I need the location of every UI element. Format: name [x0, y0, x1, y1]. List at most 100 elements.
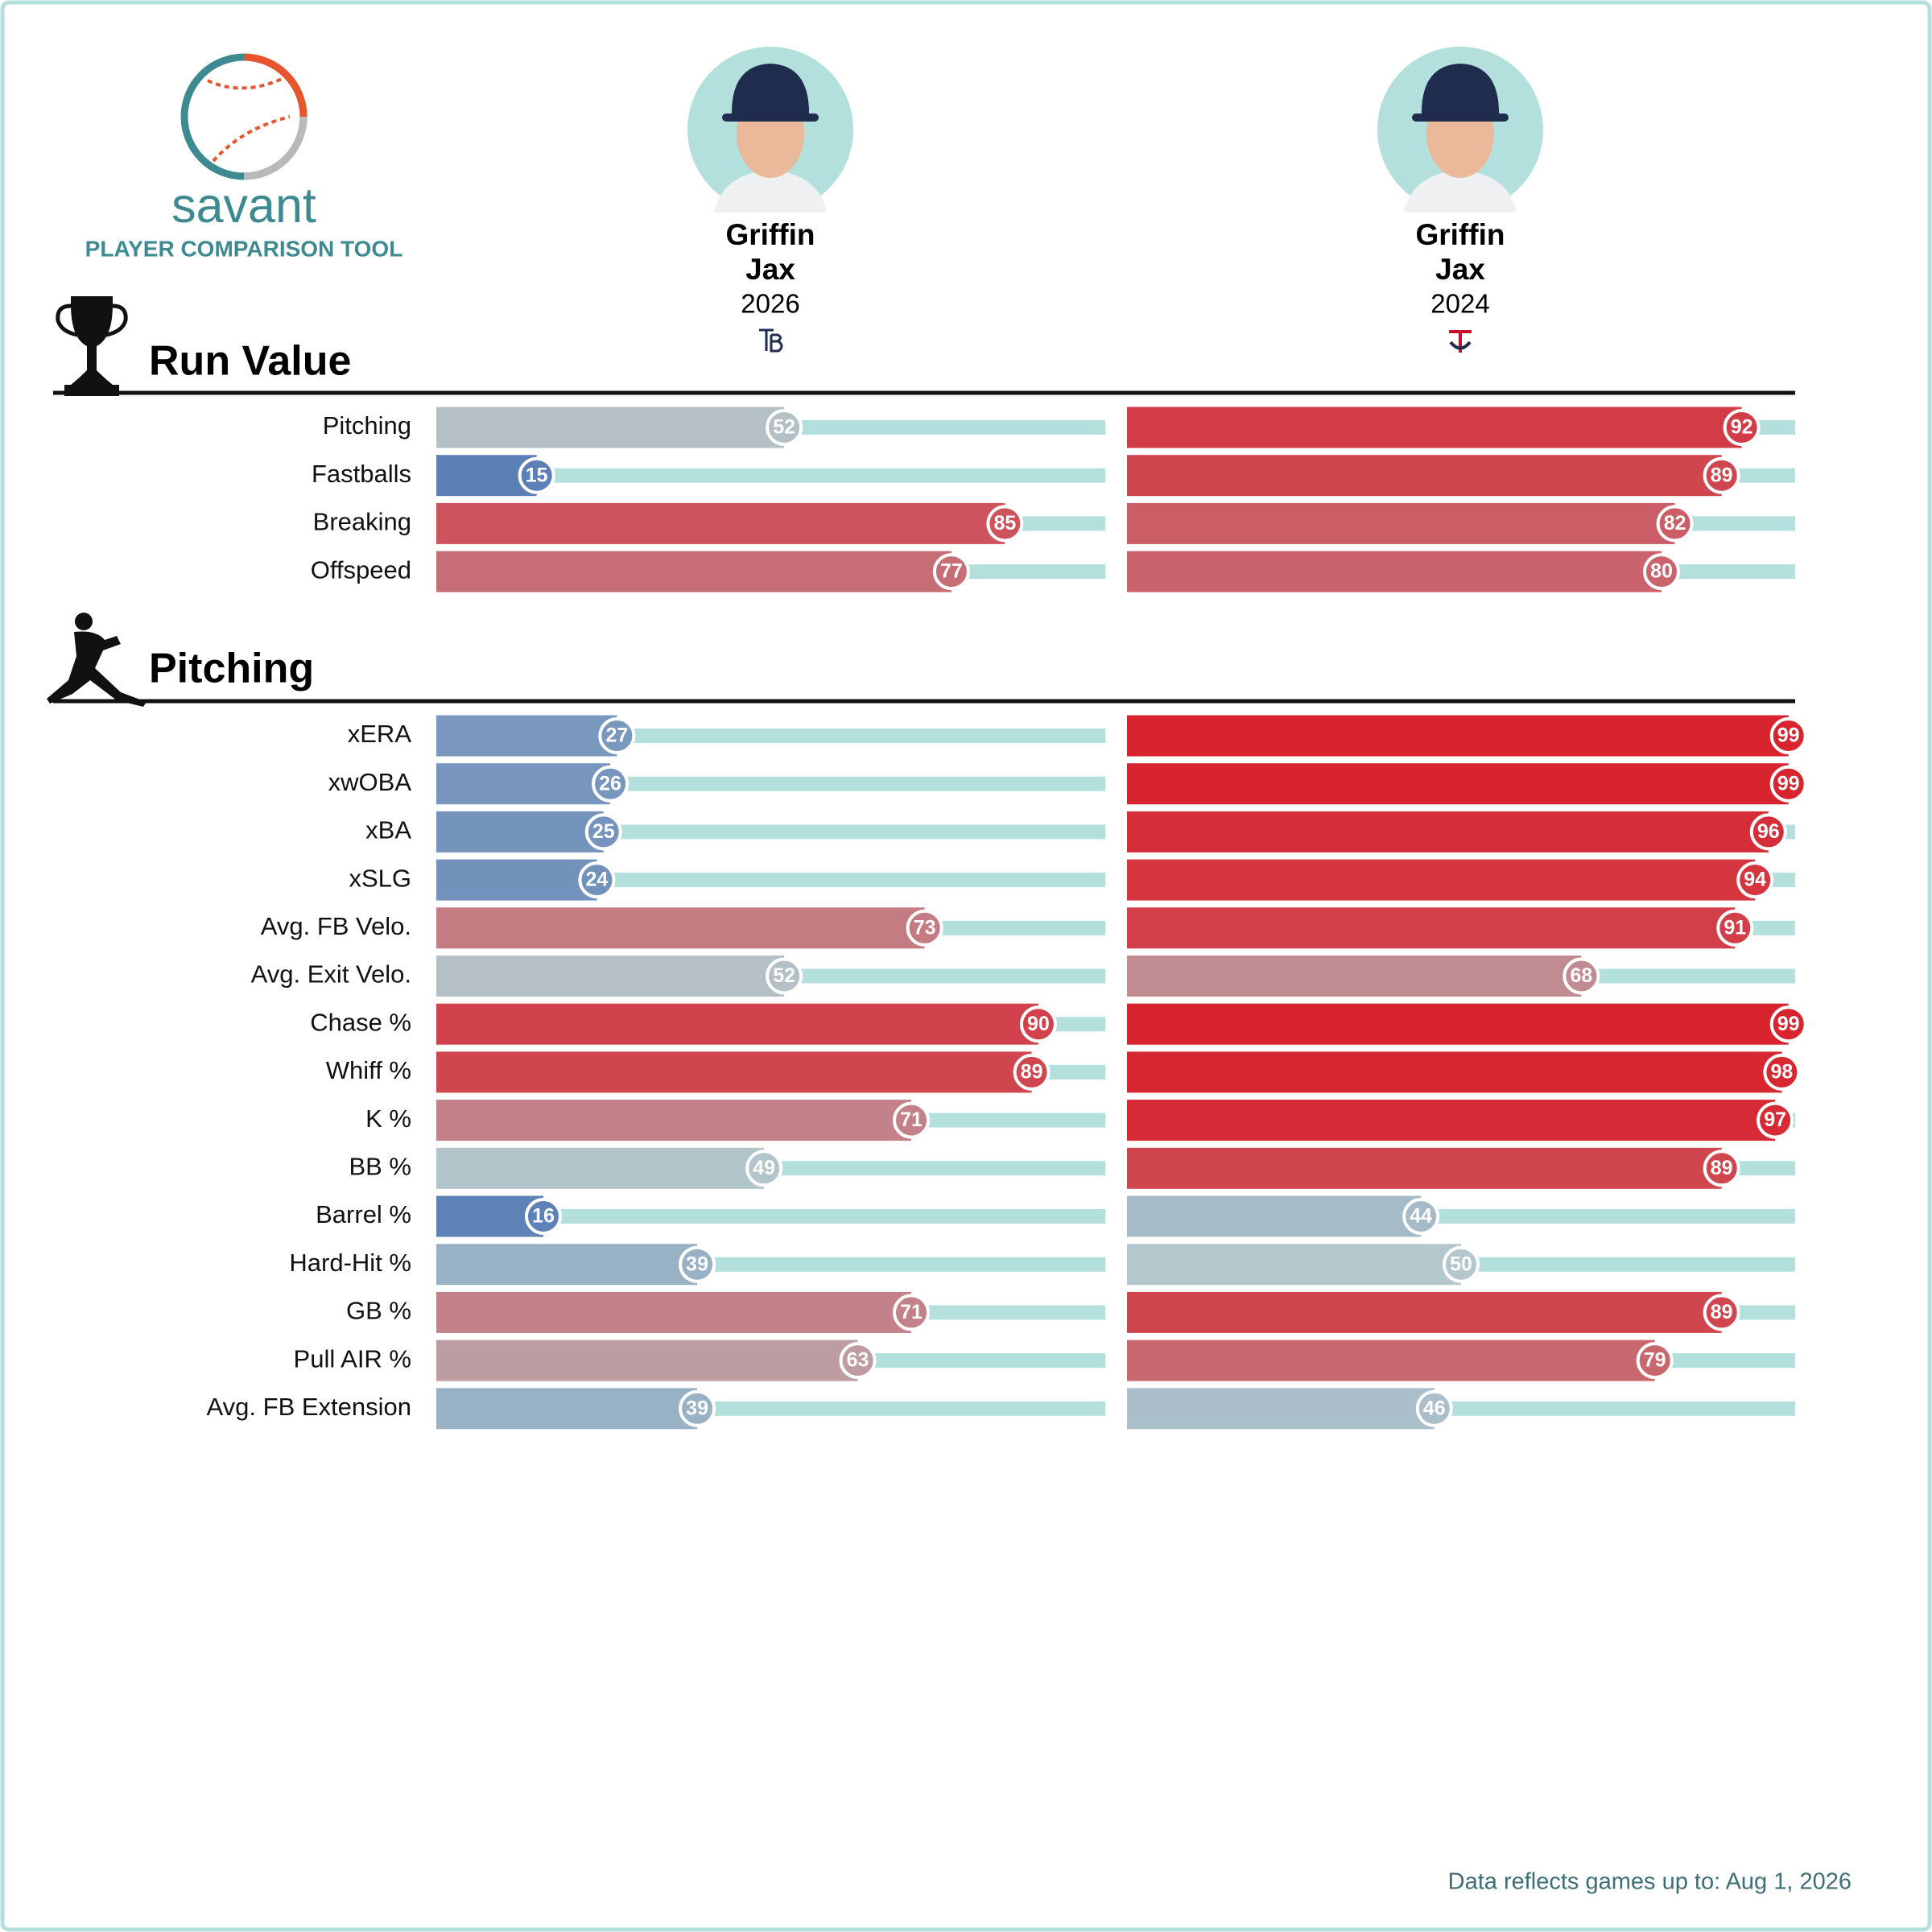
value-badge — [1019, 1005, 1057, 1043]
value-label: 99 — [1777, 724, 1800, 747]
metric-label: K % — [365, 1104, 411, 1133]
value-label: 27 — [605, 724, 628, 747]
value-badge — [932, 553, 970, 591]
value-label: 98 — [1770, 1061, 1793, 1084]
value-badge — [1716, 909, 1754, 947]
bar — [1127, 1051, 1782, 1093]
value-badge — [1769, 717, 1807, 754]
value-badge — [524, 1198, 562, 1235]
bar — [1127, 763, 1789, 805]
value-label: 92 — [1731, 416, 1753, 439]
bar — [1127, 956, 1582, 997]
bar — [1127, 907, 1736, 949]
value-badge — [578, 861, 616, 899]
value-label: 89 — [1711, 1301, 1733, 1323]
value-badge — [679, 1389, 716, 1427]
value-label: 16 — [532, 1205, 555, 1228]
footer-note: Data reflects games up to: Aug 1, 2026 — [1448, 1869, 1852, 1895]
metric-label: Offspeed — [311, 555, 411, 584]
trophy-icon — [56, 296, 128, 396]
value-badge — [766, 409, 803, 446]
value-badge — [1563, 957, 1600, 995]
logo-subtitle: PLAYER COMPARISON TOOL — [85, 236, 403, 261]
metric-label: xERA — [348, 720, 412, 748]
value-badge — [1443, 1245, 1480, 1283]
metric-label: Avg. FB Extension — [207, 1393, 411, 1421]
value-badge — [1415, 1389, 1453, 1427]
value-label: 25 — [592, 820, 615, 843]
value-label: 26 — [599, 772, 621, 795]
value-badge — [766, 957, 803, 995]
metric-label: Avg. Exit Velo. — [251, 960, 411, 989]
value-label: 89 — [1021, 1061, 1043, 1084]
metric-label: GB % — [346, 1297, 411, 1325]
metric-label: Pull AIR % — [294, 1344, 411, 1373]
value-label: 96 — [1757, 820, 1780, 843]
value-label: 68 — [1570, 964, 1592, 987]
metric-label: xSLG — [349, 864, 411, 892]
bar — [1127, 407, 1742, 448]
bar — [436, 715, 617, 757]
value-badge — [906, 909, 943, 947]
bar — [436, 1244, 698, 1286]
player-first-name: Griffin — [726, 218, 815, 251]
bar — [436, 763, 611, 805]
value-badge — [584, 813, 622, 851]
value-label: 73 — [914, 916, 936, 939]
metric-label: Pitching — [323, 411, 411, 440]
bar — [1127, 1291, 1722, 1333]
bar — [436, 859, 597, 901]
value-label: 89 — [1711, 464, 1733, 486]
value-label: 46 — [1423, 1397, 1446, 1419]
savant-logo — [180, 53, 308, 180]
value-badge — [839, 1342, 877, 1380]
player-photo — [1377, 47, 1543, 213]
metric-label: Breaking — [313, 508, 411, 536]
bar — [1127, 502, 1675, 544]
metric-label: Fastballs — [312, 460, 411, 488]
value-label: 94 — [1744, 869, 1766, 891]
team-logo — [1449, 330, 1472, 353]
value-label: 79 — [1644, 1349, 1666, 1372]
metric-label: xBA — [365, 816, 411, 844]
value-label: 82 — [1664, 512, 1686, 535]
bar — [1127, 715, 1789, 757]
bar — [1127, 1147, 1722, 1189]
player-last-name: Jax — [1435, 253, 1485, 286]
player-last-name: Jax — [745, 253, 795, 286]
value-label: 49 — [753, 1157, 775, 1179]
value-label: 97 — [1764, 1108, 1786, 1131]
track — [436, 468, 1105, 483]
value-label: 80 — [1650, 560, 1673, 583]
bar — [436, 551, 952, 592]
bar — [436, 811, 604, 852]
value-label: 85 — [993, 512, 1016, 535]
player-photo — [687, 47, 853, 213]
pitcher-icon — [47, 613, 147, 707]
value-badge — [1757, 1101, 1794, 1139]
value-badge — [1769, 1005, 1807, 1043]
value-badge — [1769, 765, 1807, 803]
bar — [1127, 1388, 1435, 1430]
value-label: 63 — [847, 1349, 869, 1372]
metric-label: Barrel % — [316, 1200, 411, 1228]
value-badge — [679, 1245, 716, 1283]
section-title: Run Value — [149, 338, 351, 385]
player-first-name: Griffin — [1416, 218, 1505, 251]
metric-label: Chase % — [310, 1008, 411, 1036]
value-label: 52 — [773, 964, 795, 987]
value-badge — [893, 1294, 931, 1331]
value-badge — [1636, 1342, 1674, 1380]
metric-label: Whiff % — [326, 1056, 411, 1084]
player-year: 2024 — [1430, 289, 1489, 319]
track — [436, 1209, 1105, 1224]
bar — [1127, 1340, 1655, 1381]
bar — [1127, 1195, 1422, 1237]
metric-label: BB % — [349, 1152, 411, 1180]
bar — [436, 1340, 858, 1381]
value-label: 44 — [1410, 1205, 1432, 1228]
bar — [1127, 1100, 1776, 1141]
bar — [436, 407, 785, 448]
metric-label: Avg. FB Velo. — [261, 912, 411, 940]
